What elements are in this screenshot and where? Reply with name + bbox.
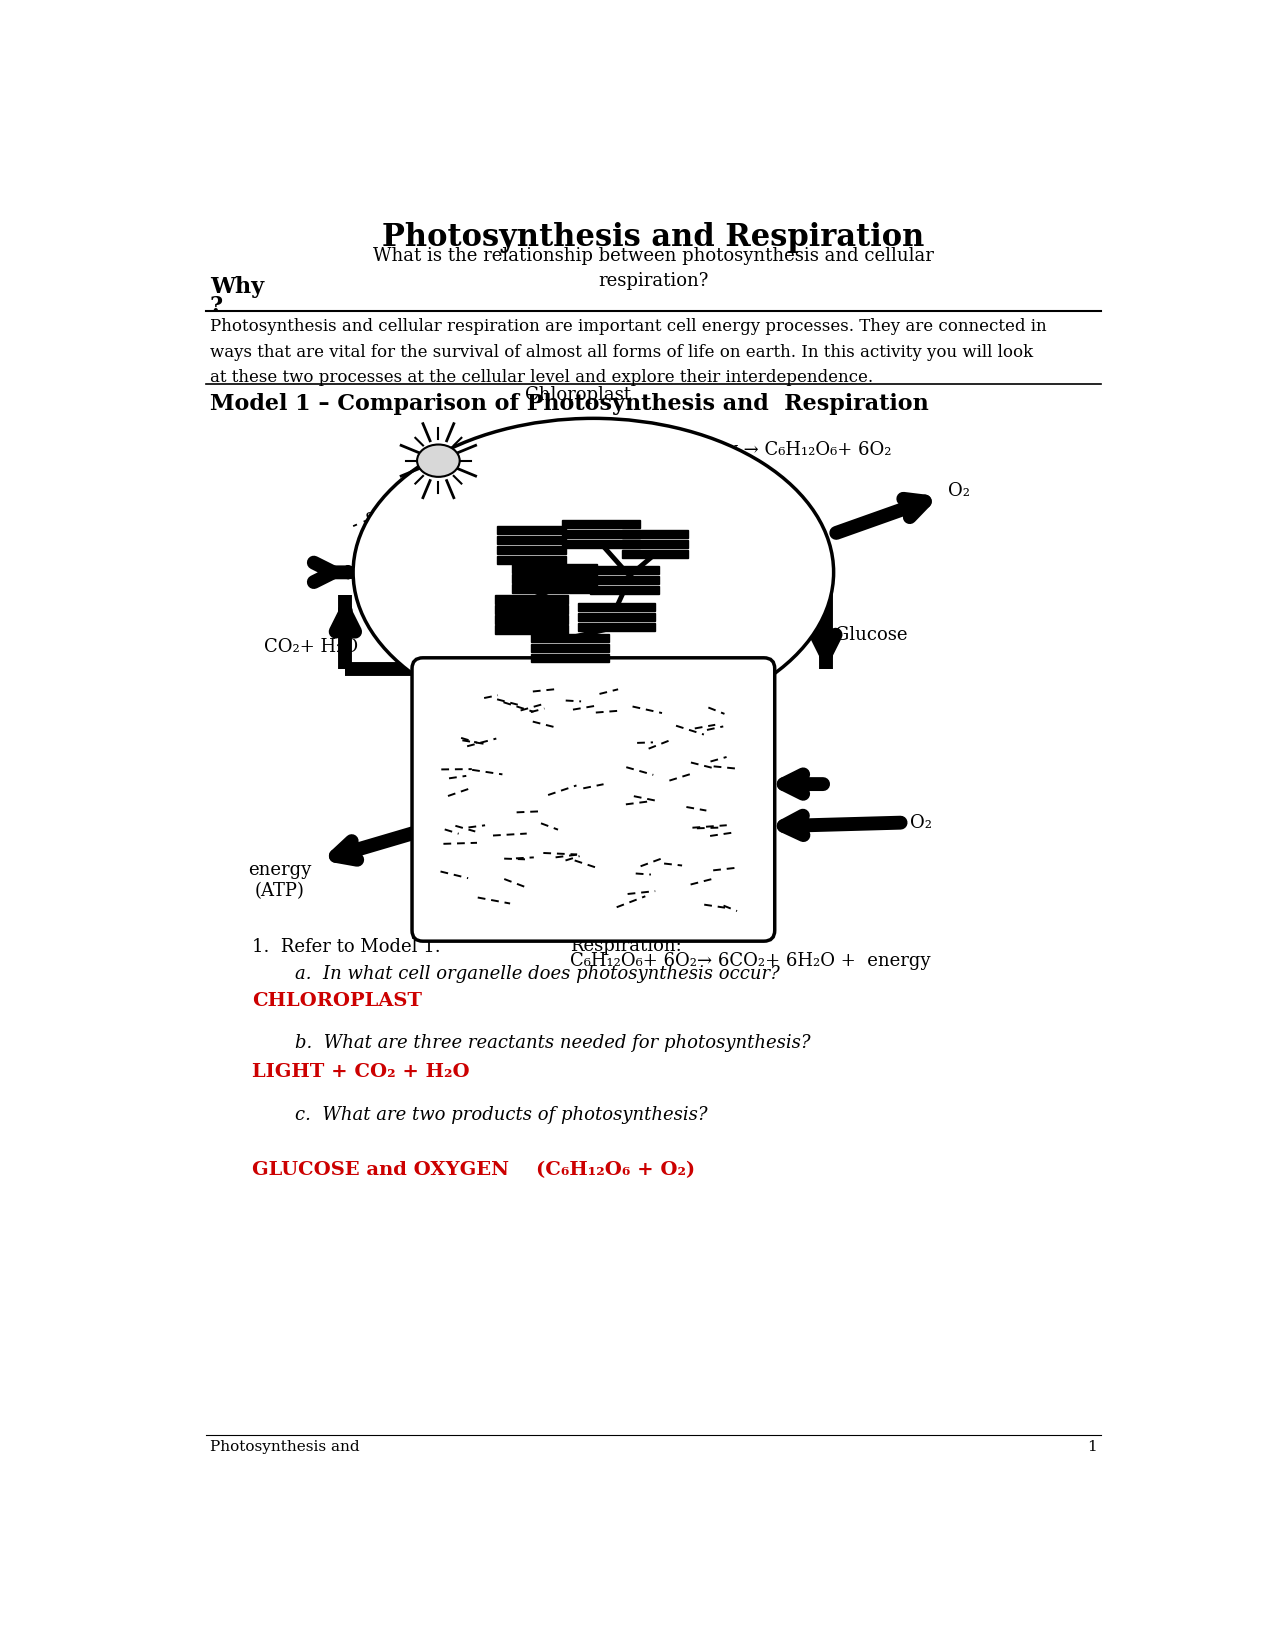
Text: 6CO₂+ 6H₂O + energy → C₆H₁₂O₆+ 6O₂: 6CO₂+ 6H₂O + energy → C₆H₁₂O₆+ 6O₂ xyxy=(532,441,892,459)
Bar xyxy=(578,622,655,631)
Text: Respiration:: Respiration: xyxy=(570,936,682,954)
Text: Why: Why xyxy=(210,276,264,297)
Text: Glucose: Glucose xyxy=(835,626,908,644)
Text: 1: 1 xyxy=(1088,1440,1096,1455)
FancyBboxPatch shape xyxy=(412,657,775,941)
Bar xyxy=(532,654,609,662)
Bar xyxy=(496,525,566,535)
Bar xyxy=(513,575,597,583)
Text: O₂: O₂ xyxy=(909,814,932,832)
Text: Photosynthesis and cellular respiration are important cell energy processes. The: Photosynthesis and cellular respiration … xyxy=(210,319,1047,386)
Text: Chloroplast: Chloroplast xyxy=(525,386,631,404)
Text: Photosynthesis and: Photosynthesis and xyxy=(210,1440,360,1455)
Bar xyxy=(496,546,566,555)
Text: C₆H₁₂O₆+ 6O₂→ 6CO₂+ 6H₂O +  energy: C₆H₁₂O₆+ 6O₂→ 6CO₂+ 6H₂O + energy xyxy=(570,953,931,969)
Text: Sunlight
energy: Sunlight energy xyxy=(365,510,435,548)
Bar xyxy=(496,537,566,545)
Bar xyxy=(495,594,569,604)
Text: GLUCOSE and OXYGEN    (C₆H₁₂O₆ + O₂): GLUCOSE and OXYGEN (C₆H₁₂O₆ + O₂) xyxy=(252,1161,695,1179)
Bar xyxy=(562,520,640,528)
Bar xyxy=(513,565,597,573)
Text: Model 1 – Comparison of Photosynthesis and  Respiration: Model 1 – Comparison of Photosynthesis a… xyxy=(210,393,928,414)
Text: CHLOROPLAST: CHLOROPLAST xyxy=(252,992,422,1010)
Text: LIGHT + CO₂ + H₂O: LIGHT + CO₂ + H₂O xyxy=(252,1063,470,1081)
Ellipse shape xyxy=(417,444,460,477)
Bar xyxy=(495,626,569,634)
Text: c.  What are two products of photosynthesis?: c. What are two products of photosynthes… xyxy=(295,1106,708,1124)
Text: 1.  Refer to Model 1.: 1. Refer to Model 1. xyxy=(252,938,441,956)
Bar xyxy=(495,604,569,614)
Bar xyxy=(562,540,640,548)
Bar xyxy=(562,530,640,538)
Bar xyxy=(496,556,566,565)
Text: Mitochondrion: Mitochondrion xyxy=(525,637,660,655)
Text: b.  What are three reactants needed for photosynthesis?: b. What are three reactants needed for p… xyxy=(295,1034,811,1052)
Ellipse shape xyxy=(353,418,834,726)
Bar xyxy=(532,634,609,642)
Text: energy
(ATP): energy (ATP) xyxy=(247,862,311,900)
Text: CO₂+ H₂O: CO₂+ H₂O xyxy=(264,637,358,655)
Text: ?: ? xyxy=(210,296,223,317)
Bar xyxy=(622,530,688,538)
Text: a.  In what cell organelle does photosynthesis occur?: a. In what cell organelle does photosynt… xyxy=(295,966,780,982)
Bar xyxy=(589,586,659,594)
Text: O₂: O₂ xyxy=(949,482,970,500)
Bar xyxy=(578,613,655,621)
Bar xyxy=(513,584,597,593)
Bar xyxy=(622,550,688,558)
Bar xyxy=(532,644,609,652)
Bar xyxy=(578,603,655,611)
Bar xyxy=(589,576,659,584)
Text: Photosynthesis:: Photosynthesis: xyxy=(532,423,674,441)
Bar xyxy=(622,540,688,548)
Text: Photosynthesis and Respiration: Photosynthesis and Respiration xyxy=(381,221,924,253)
Text: What is the relationship between photosynthesis and cellular
respiration?: What is the relationship between photosy… xyxy=(372,246,933,289)
Bar xyxy=(589,566,659,575)
Bar xyxy=(495,616,569,624)
